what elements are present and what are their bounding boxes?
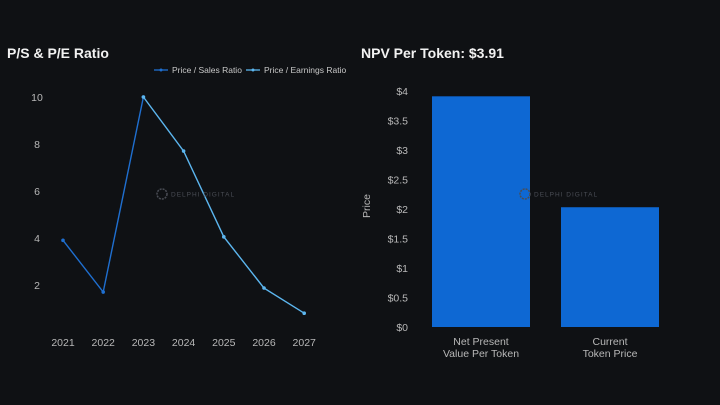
bar: [432, 96, 530, 327]
x-tick-label: 2026: [252, 337, 276, 349]
delphi-logo-icon: [519, 188, 531, 200]
y-tick-label: 2: [34, 280, 40, 292]
x-tick-label: Token Price: [583, 348, 638, 360]
legend-marker: [159, 68, 163, 72]
y-tick-label: $0.5: [388, 293, 409, 305]
y-tick-label: $1.5: [388, 234, 409, 246]
bar-chart-title: NPV Per Token: $3.91: [361, 45, 504, 61]
x-tick-label: 2023: [132, 337, 156, 349]
legend-label: Price / Sales Ratio: [172, 65, 242, 75]
y-tick-label: $3.5: [388, 116, 409, 128]
x-tick-label: Value Per Token: [443, 348, 519, 360]
y-tick-label: $1: [396, 263, 408, 275]
y-tick-label: $4: [396, 86, 408, 98]
bar-chart: NPV Per Token: $3.91 $0 $0.5 $1 $1.5 $2 $2.5 $3…: [361, 45, 659, 360]
legend-label: Price / Earnings Ratio: [264, 65, 346, 75]
bar: [561, 207, 659, 327]
y-tick-label: $0: [396, 322, 408, 334]
data-point: [61, 238, 65, 243]
legend-marker: [251, 68, 255, 72]
series-line: [142, 96, 305, 314]
x-tick-label: 2027: [293, 337, 317, 349]
watermark-text: DELPHI DIGITAL: [171, 192, 235, 199]
data-point: [302, 311, 307, 316]
y-tick-label: $2: [396, 204, 408, 216]
line-chart: P/S & P/E Ratio 2 4 6 8 10 2021 2022 2023 2024 202…: [7, 45, 346, 349]
y-tick-label: $3: [396, 145, 408, 157]
x-tick-label: 2022: [92, 337, 116, 349]
x-tick-label: Current: [592, 336, 627, 348]
y-tick-label: 10: [31, 92, 43, 104]
delphi-logo-icon: [156, 188, 168, 200]
series-line: [62, 96, 145, 294]
bar-chart-watermark: DELPHI DIGITAL: [519, 188, 598, 200]
data-point: [262, 286, 266, 290]
x-tick-label: Net Present: [453, 336, 509, 348]
line-chart-watermark: DELPHI DIGITAL: [156, 188, 235, 200]
x-tick-label: 2024: [172, 337, 196, 349]
x-tick-label: 2025: [212, 337, 236, 349]
data-point: [222, 235, 226, 239]
y-axis-label: Price: [361, 194, 373, 218]
data-point: [101, 290, 105, 294]
y-tick-label: 6: [34, 186, 40, 198]
y-tick-label: 8: [34, 139, 40, 151]
y-tick-label: 4: [34, 233, 40, 245]
data-point: [141, 95, 146, 99]
data-point: [181, 149, 186, 153]
x-tick-label: 2021: [51, 337, 75, 349]
line-chart-title: P/S & P/E Ratio: [7, 45, 109, 61]
watermark-text: DELPHI DIGITAL: [534, 192, 598, 199]
y-tick-label: $2.5: [388, 175, 409, 187]
